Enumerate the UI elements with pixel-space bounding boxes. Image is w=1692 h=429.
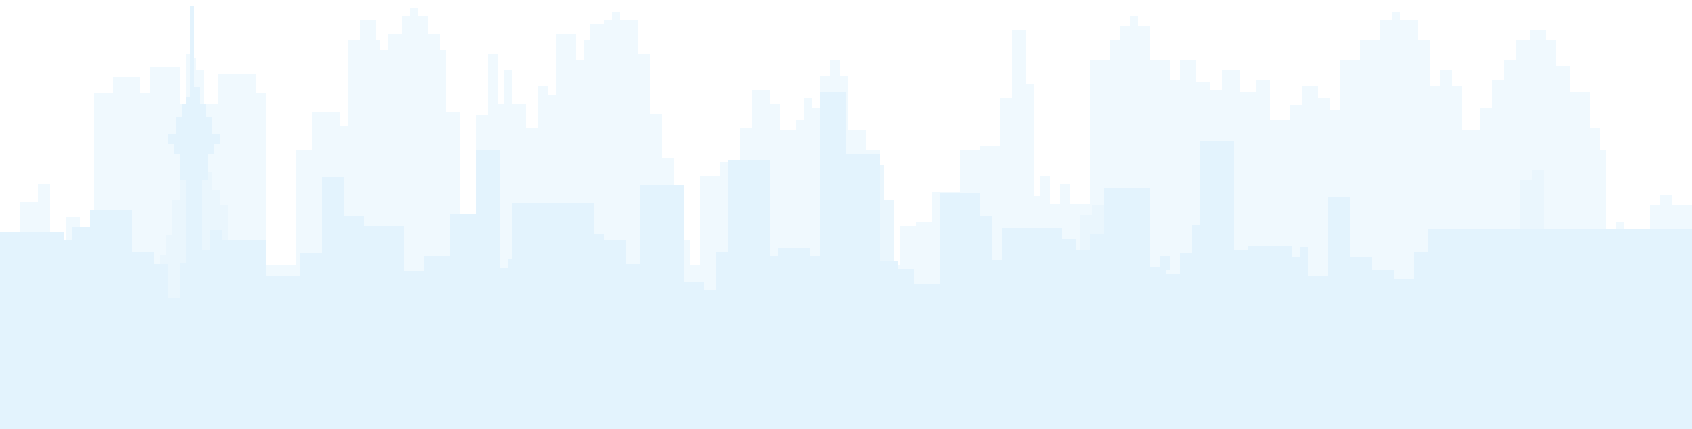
skyline-front-details [1160,229,1692,429]
skyline-front-layer [0,6,1446,429]
